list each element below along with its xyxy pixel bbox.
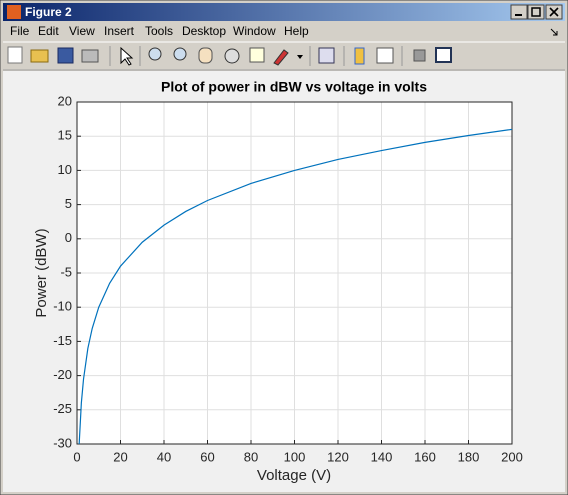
menu-item[interactable]: File — [10, 24, 30, 38]
title-bar — [3, 3, 565, 21]
maximize-glyph — [531, 7, 541, 17]
save-button[interactable] — [57, 47, 74, 64]
brush-button[interactable] — [273, 49, 289, 66]
x-tick-label: 180 — [458, 449, 480, 464]
menu-item[interactable]: Desktop — [182, 24, 226, 38]
y-tick-label: 10 — [58, 162, 72, 177]
y-tick-label: -30 — [53, 435, 72, 450]
window-title: Figure 2 — [25, 5, 72, 19]
open-button[interactable] — [30, 49, 49, 63]
colorbar-button[interactable] — [354, 47, 365, 65]
x-tick-label: 140 — [371, 449, 393, 464]
window-buttons — [510, 4, 563, 20]
x-tick-label: 200 — [501, 449, 523, 464]
show-tools-button[interactable] — [435, 47, 452, 63]
y-axis-label: Power (dBW) — [33, 228, 50, 317]
menu-bar: File Edit View Insert Tools Desktop Window Help — [10, 24, 309, 38]
menu-item[interactable]: View — [69, 24, 95, 38]
data-line — [78, 128, 513, 445]
y-tick-label: 20 — [58, 93, 72, 108]
app-icon — [7, 5, 21, 19]
maximize-button[interactable] — [527, 4, 545, 20]
y-tick-label: 15 — [58, 128, 72, 143]
data-cursor-button[interactable] — [249, 47, 265, 63]
y-tick-label: 5 — [65, 196, 72, 211]
hide-tools-button[interactable] — [413, 49, 426, 62]
dock-icon[interactable] — [550, 28, 558, 36]
brush-dropdown[interactable] — [297, 55, 303, 59]
y-tick-label: -25 — [53, 401, 72, 416]
rotate-button[interactable] — [224, 48, 240, 64]
chart-title: Plot of power in dBW vs voltage in volts — [161, 79, 427, 95]
link-button[interactable] — [318, 47, 335, 64]
new-figure-button[interactable] — [7, 46, 23, 64]
minimize-button[interactable] — [510, 4, 528, 20]
menu-item[interactable]: Edit — [38, 24, 59, 38]
legend-button[interactable] — [376, 47, 394, 64]
toolbar — [7, 46, 452, 66]
y-tick-label: 0 — [65, 230, 72, 245]
y-tick-label: -20 — [53, 367, 72, 382]
y-tick-label: -10 — [53, 299, 72, 314]
edit-plot-button[interactable] — [120, 46, 134, 66]
x-axis-label: Voltage (V) — [257, 467, 331, 484]
x-tick-label: 120 — [327, 449, 349, 464]
print-button[interactable] — [81, 49, 99, 63]
close-glyph — [549, 7, 559, 17]
axes-box — [76, 101, 513, 445]
pan-button[interactable] — [198, 47, 213, 64]
x-tick-label: 80 — [244, 449, 258, 464]
zoom-in-button[interactable] — [148, 47, 162, 61]
chart: Plot of power in dBW vs voltage in volts… — [33, 79, 523, 484]
menu-item[interactable]: Help — [284, 24, 309, 38]
menu-item[interactable]: Insert — [104, 24, 135, 38]
x-tick-label: 160 — [414, 449, 436, 464]
x-tick-label: 0 — [73, 449, 80, 464]
x-tick-label: 40 — [157, 449, 171, 464]
menu-item[interactable]: Tools — [145, 24, 173, 38]
y-tick-label: -15 — [53, 333, 72, 348]
x-tick-label: 60 — [200, 449, 214, 464]
x-tick-label: 20 — [113, 449, 127, 464]
x-tick-label: 100 — [284, 449, 306, 464]
y-tick-label: -5 — [60, 264, 72, 279]
menu-item[interactable]: Window — [233, 24, 276, 38]
zoom-out-button[interactable] — [173, 47, 187, 61]
